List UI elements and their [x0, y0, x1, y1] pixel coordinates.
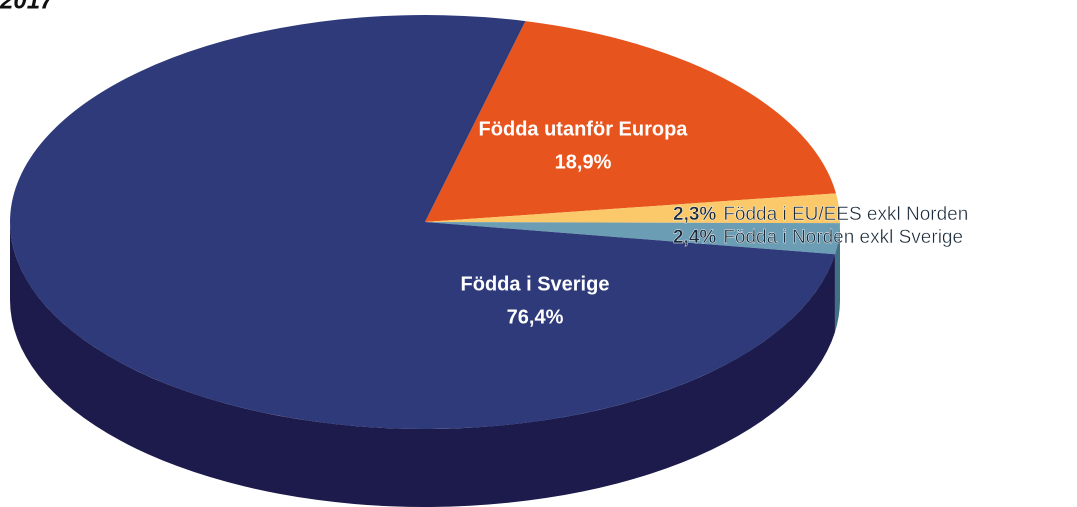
slice-value-label: 2,3%: [673, 204, 716, 225]
slice-side: [834, 223, 840, 333]
slice: [425, 222, 840, 255]
slice-value-label: 18,9%: [555, 151, 612, 173]
slice-label: Födda i Sverige: [461, 273, 610, 295]
slice-label: Födda utanför Europa: [479, 118, 689, 140]
slice-name: Födda i EU/EES exkl Norden: [723, 204, 968, 225]
slice: [10, 14, 835, 430]
slice-value-label: 2,4%: [673, 227, 716, 248]
slice: [425, 21, 837, 222]
slice-name: Födda i Norden exkl Sverige: [723, 227, 963, 248]
chart-title: 2017: [0, 0, 55, 14]
slice-value-label: 76,4%: [507, 306, 564, 328]
slice-label: 2,3% Födda i EU/EES exkl Norden: [673, 204, 968, 225]
slice-label: 2,4% Födda i Norden exkl Sverige: [673, 227, 963, 248]
slice-side: [10, 222, 835, 507]
slice: [425, 193, 840, 224]
